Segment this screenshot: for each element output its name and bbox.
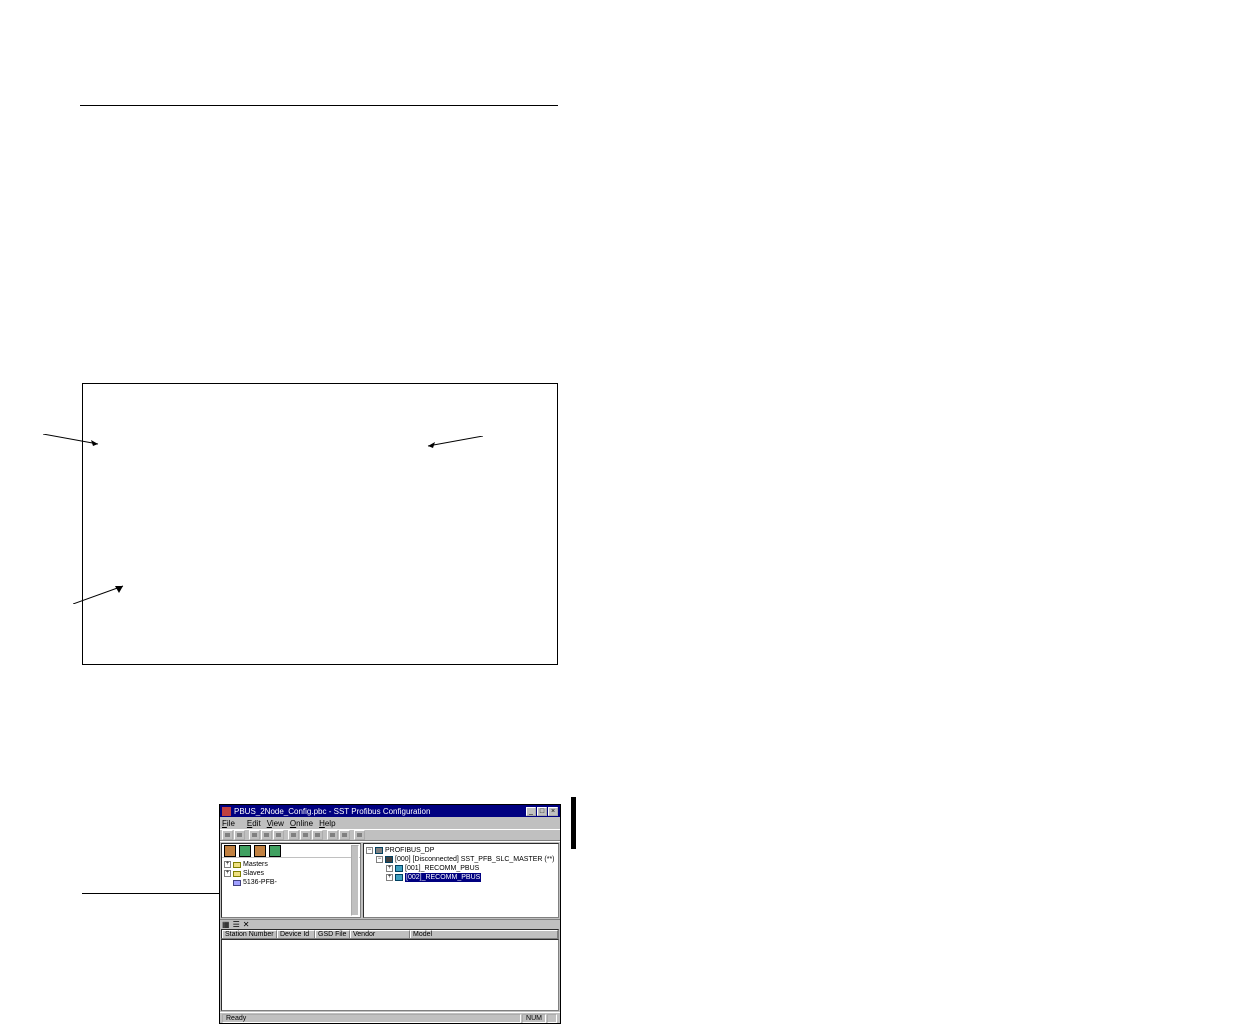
collapse-icon[interactable]: −	[366, 847, 373, 854]
device-library-pane: + Masters + Slaves 5136-PFB-	[221, 843, 361, 918]
col-device-id[interactable]: Device Id	[277, 930, 315, 938]
status-ready: Ready	[222, 1014, 521, 1023]
callout-arrow-bottom	[73, 584, 133, 596]
toolbar-button[interactable]	[327, 830, 338, 840]
library-icon-bar	[222, 844, 360, 858]
library-icon[interactable]	[269, 845, 281, 857]
toolbar-button[interactable]	[234, 830, 245, 840]
toolbar	[220, 829, 560, 841]
scrollbar[interactable]	[351, 845, 359, 916]
menu-file[interactable]: File	[222, 819, 241, 828]
close-button[interactable]: ×	[548, 807, 558, 816]
tree-label: 5136-PFB-	[243, 878, 277, 887]
vertical-tick	[571, 797, 576, 849]
network-tree-pane[interactable]: − PROFIBUS_DP − [000] [Disconnected] SST…	[363, 843, 559, 918]
toolbar-button[interactable]	[354, 830, 365, 840]
toolbar-button[interactable]	[249, 830, 260, 840]
expand-icon[interactable]: +	[224, 870, 231, 877]
expand-icon[interactable]: +	[224, 861, 231, 868]
toolbar-button[interactable]	[312, 830, 323, 840]
title-bar[interactable]: PBUS_2Node_Config.pbc - SST Profibus Con…	[220, 805, 560, 817]
slave-icon	[395, 865, 403, 872]
slave-icon	[395, 874, 403, 881]
tree-label: Masters	[243, 860, 268, 869]
tree-node-masters[interactable]: + Masters	[224, 860, 358, 869]
screenshot-frame: PBUS_2Node_Config.pbc - SST Profibus Con…	[82, 383, 558, 665]
status-bar: Ready NUM	[220, 1012, 560, 1023]
app-window: PBUS_2Node_Config.pbc - SST Profibus Con…	[219, 804, 561, 1024]
library-icon[interactable]	[224, 845, 236, 857]
tree-node-slave[interactable]: + [001]_RECOMM_PBUS	[366, 864, 556, 873]
col-vendor[interactable]: Vendor	[350, 930, 410, 938]
horizontal-rule-top	[80, 105, 558, 106]
window-title: PBUS_2Node_Config.pbc - SST Profibus Con…	[234, 807, 430, 816]
maximize-button[interactable]: □	[537, 807, 547, 816]
folder-icon	[233, 871, 241, 877]
toolbar-button[interactable]	[339, 830, 350, 840]
tree-node-root[interactable]: − PROFIBUS_DP	[366, 846, 556, 855]
library-icon[interactable]	[239, 845, 251, 857]
tree-node-slaves[interactable]: + Slaves	[224, 869, 358, 878]
expand-icon[interactable]: +	[386, 865, 393, 872]
master-icon	[385, 856, 393, 863]
tree-label: PROFIBUS_DP	[385, 846, 434, 855]
view-icon[interactable]: ▦	[222, 920, 230, 929]
col-model[interactable]: Model	[410, 930, 558, 938]
tree-node-master[interactable]: − [000] [Disconnected] SST_PFB_SLC_MASTE…	[366, 855, 556, 864]
tree-node-card[interactable]: 5136-PFB-	[224, 878, 358, 887]
tree-label-selected: [002]_RECOMM_PBUS	[405, 873, 481, 882]
toolbar-button[interactable]	[300, 830, 311, 840]
tree-label: [001]_RECOMM_PBUS	[405, 864, 479, 873]
view-icon[interactable]: ✕	[243, 920, 250, 929]
status-num: NUM	[522, 1014, 546, 1023]
view-icon[interactable]: ☰	[233, 920, 240, 929]
callout-arrow-left	[43, 434, 103, 446]
expand-icon[interactable]: +	[386, 874, 393, 881]
view-mode-bar: ▦ ☰ ✕	[220, 919, 560, 929]
col-station-number[interactable]: Station Number	[222, 930, 277, 938]
bus-icon	[375, 847, 383, 854]
toolbar-button[interactable]	[288, 830, 299, 840]
app-icon	[222, 807, 231, 816]
toolbar-button[interactable]	[261, 830, 272, 840]
col-gsd-file[interactable]: GSD File	[315, 930, 350, 938]
minimize-button[interactable]: _	[526, 807, 536, 816]
grid-header: Station Number Device Id GSD File Vendor…	[221, 929, 559, 939]
status-grip	[547, 1014, 557, 1023]
menu-help[interactable]: Help	[319, 819, 335, 828]
menu-online[interactable]: Online	[290, 819, 313, 828]
tree-node-slave-selected[interactable]: + [002]_RECOMM_PBUS	[366, 873, 556, 882]
library-tree[interactable]: + Masters + Slaves 5136-PFB-	[222, 858, 360, 917]
main-split: + Masters + Slaves 5136-PFB-	[220, 841, 560, 919]
menu-bar: File Edit View Online Help	[220, 817, 560, 829]
card-icon	[233, 880, 241, 886]
callout-arrow-right	[423, 436, 483, 448]
toolbar-button[interactable]	[273, 830, 284, 840]
tree-label: [000] [Disconnected] SST_PFB_SLC_MASTER …	[395, 855, 555, 864]
grid-body[interactable]	[221, 939, 559, 1011]
collapse-icon[interactable]: −	[376, 856, 383, 863]
tree-label: Slaves	[243, 869, 264, 878]
library-icon[interactable]	[254, 845, 266, 857]
menu-view[interactable]: View	[267, 819, 284, 828]
toolbar-button[interactable]	[222, 830, 233, 840]
menu-edit[interactable]: Edit	[247, 819, 261, 828]
folder-icon	[233, 862, 241, 868]
